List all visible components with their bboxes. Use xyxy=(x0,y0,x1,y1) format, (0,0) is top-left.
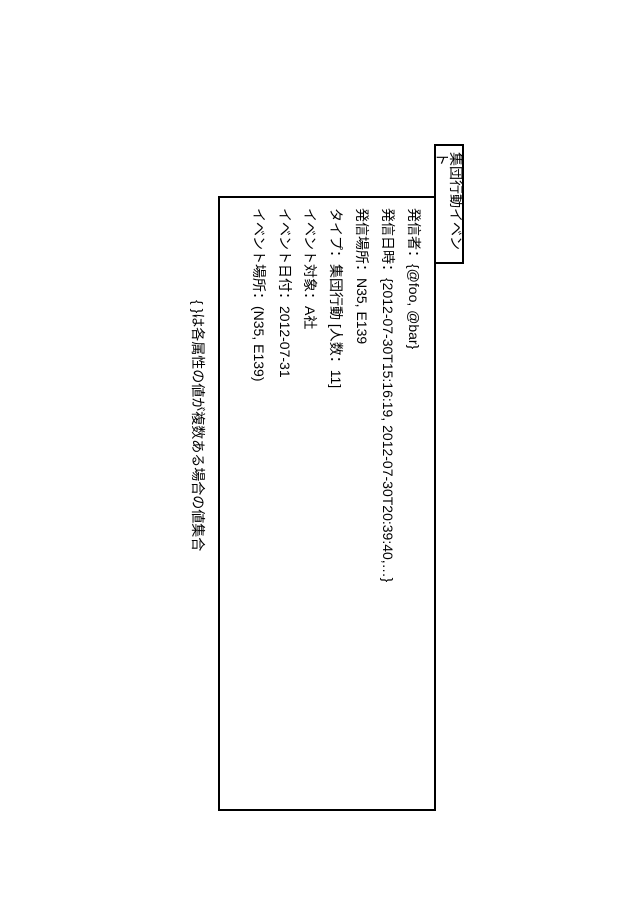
attribute-separator: ： xyxy=(406,250,422,264)
attribute-row: イベント日付：2012-07-31 xyxy=(271,208,297,799)
attribute-label: タイプ xyxy=(328,208,344,250)
attribute-label: 発信日時 xyxy=(380,208,396,264)
attribute-value: {2012-07-30T15:16:19, 2012-07-30T20:39:4… xyxy=(380,278,396,582)
attribute-row: 発信場所：N35, E139 xyxy=(348,208,374,799)
event-attributes-box: 発信者：{@foo, @bar}発信日時：{2012-07-30T15:16:1… xyxy=(218,196,436,811)
event-type-tab: 集団行動イベント xyxy=(434,144,464,264)
attribute-value: A社 xyxy=(302,306,318,329)
attribute-separator: ： xyxy=(380,264,396,278)
attribute-label: 発信場所 xyxy=(354,208,370,264)
attribute-separator: ： xyxy=(328,250,344,264)
attribute-row: 発信日時：{2012-07-30T15:16:19, 2012-07-30T20… xyxy=(374,208,400,799)
event-type-tab-label: 集団行動イベント xyxy=(435,152,463,256)
attribute-row: イベント場所：(N35, E139) xyxy=(245,208,271,799)
attribute-separator: ： xyxy=(302,292,318,306)
attribute-value: 2012-07-31 xyxy=(277,306,293,378)
attribute-separator: ： xyxy=(277,292,293,306)
attribute-row: タイプ：集団行動 [人数：11] xyxy=(322,208,348,799)
attribute-value: N35, E139 xyxy=(354,278,370,344)
attribute-separator: ： xyxy=(354,264,370,278)
attribute-value: {@foo, @bar} xyxy=(406,264,422,349)
attribute-value: (N35, E139) xyxy=(251,306,267,381)
attribute-separator: ： xyxy=(251,292,267,306)
attribute-label: イベント日付 xyxy=(277,208,293,292)
attribute-row: イベント対象：A社 xyxy=(297,208,323,799)
attribute-label: イベント場所 xyxy=(251,208,267,292)
attribute-label: イベント対象 xyxy=(302,208,318,292)
footnote-text: { }は各属性の値が複数ある場合の値集合 xyxy=(188,300,208,551)
diagram-canvas: 集団行動イベント 発信者：{@foo, @bar}発信日時：{2012-07-3… xyxy=(0,0,640,914)
attribute-value: 集団行動 [人数：11] xyxy=(328,264,344,388)
attribute-label: 発信者 xyxy=(406,208,422,250)
attribute-row: 発信者：{@foo, @bar} xyxy=(400,208,426,799)
